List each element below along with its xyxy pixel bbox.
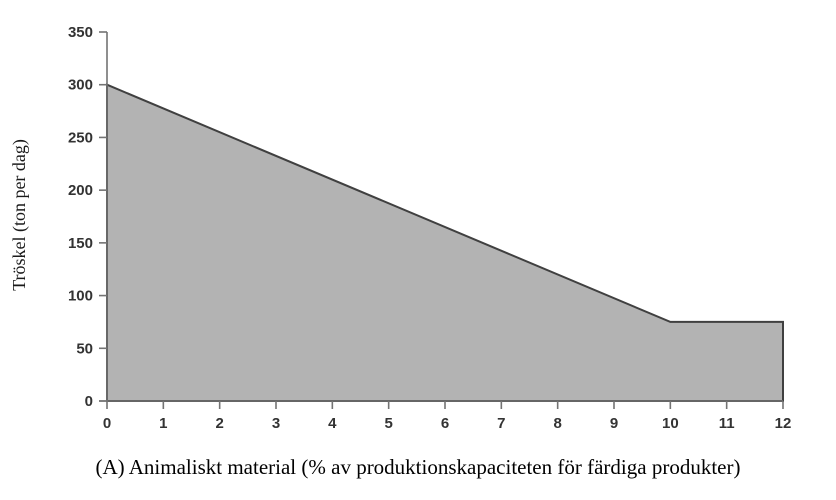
x-tick-label: 11 (719, 415, 735, 432)
x-tick-label: 1 (159, 415, 167, 432)
y-axis-title: Tröskel (ton per dag) (9, 139, 30, 291)
x-tick-label: 10 (662, 415, 679, 432)
y-tick-label: 100 (68, 288, 93, 305)
threshold-area-series (106, 83, 784, 402)
y-tick-label: 350 (68, 24, 93, 41)
x-tick-label: 5 (384, 415, 392, 432)
x-axis-caption: (A) Animaliskt material (% av produktion… (95, 455, 741, 479)
x-tick-label: 3 (272, 415, 280, 432)
y-tick-label: 150 (68, 235, 93, 252)
y-tick-label: 300 (68, 77, 93, 94)
x-tick-label: 0 (103, 415, 111, 432)
x-tick-label: 6 (441, 415, 449, 432)
x-tick-label: 8 (553, 415, 561, 432)
y-tick-label: 0 (85, 393, 93, 410)
y-tick-label: 250 (68, 129, 93, 146)
y-tick-label: 200 (68, 182, 93, 199)
x-tick-label: 12 (775, 415, 792, 432)
x-tick-label: 4 (328, 415, 337, 432)
x-tick-label: 9 (610, 415, 618, 432)
x-tick-label: 7 (497, 415, 505, 432)
y-tick-label: 50 (76, 340, 93, 357)
x-tick-label: 2 (215, 415, 223, 432)
